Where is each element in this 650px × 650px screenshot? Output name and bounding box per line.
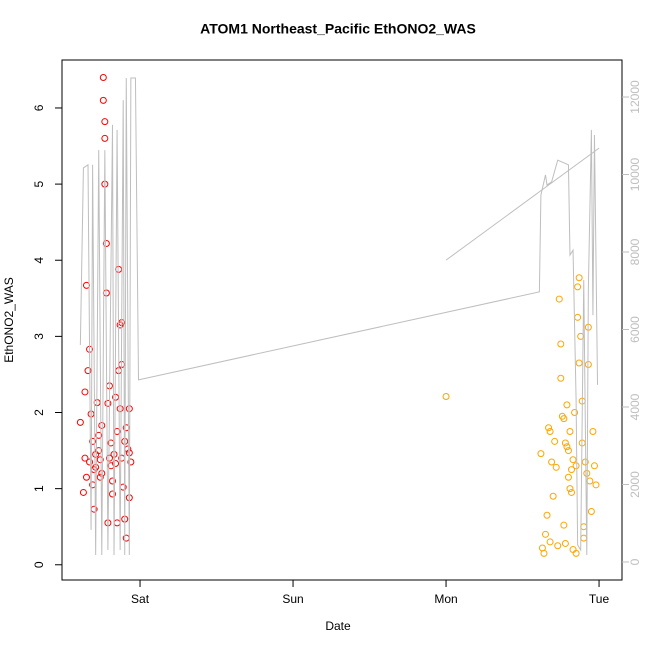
point bbox=[116, 405, 124, 413]
y-tick-label: 5 bbox=[32, 180, 46, 187]
point bbox=[569, 546, 577, 554]
y-tick-label: 2 bbox=[32, 409, 46, 416]
point bbox=[571, 409, 579, 417]
plot-box bbox=[61, 59, 623, 581]
y2-tick-label: 12000 bbox=[628, 80, 642, 114]
point bbox=[545, 424, 553, 432]
point bbox=[561, 439, 569, 447]
point bbox=[96, 456, 104, 464]
point bbox=[561, 539, 569, 547]
point bbox=[540, 549, 548, 557]
point bbox=[575, 274, 583, 282]
point bbox=[590, 462, 598, 470]
point bbox=[101, 134, 109, 142]
point bbox=[564, 473, 572, 481]
y2-tick-label: 10000 bbox=[628, 157, 642, 191]
point bbox=[574, 313, 582, 321]
point bbox=[560, 521, 568, 529]
point bbox=[587, 507, 595, 515]
x-tick-label: Sun bbox=[282, 592, 303, 606]
point bbox=[112, 460, 120, 468]
point bbox=[552, 463, 560, 471]
y2-tick-label: 4000 bbox=[628, 393, 642, 420]
point bbox=[549, 492, 557, 500]
point bbox=[568, 488, 576, 496]
point bbox=[122, 534, 130, 542]
point bbox=[543, 511, 551, 519]
point bbox=[551, 437, 559, 445]
point bbox=[541, 530, 549, 538]
point bbox=[586, 477, 594, 485]
line bbox=[79, 77, 600, 556]
point bbox=[92, 450, 100, 458]
chart-title: ATOM1 Northeast_Pacific EthONO2_WAS bbox=[200, 21, 476, 37]
point bbox=[566, 428, 574, 436]
y-tick-label: 6 bbox=[32, 104, 46, 111]
point bbox=[564, 447, 572, 455]
point bbox=[548, 458, 556, 466]
point bbox=[537, 450, 545, 458]
point bbox=[95, 447, 103, 455]
point bbox=[104, 399, 112, 407]
point bbox=[554, 542, 562, 550]
point bbox=[81, 454, 89, 462]
point bbox=[580, 534, 588, 542]
point bbox=[589, 428, 597, 436]
point bbox=[127, 458, 135, 466]
point bbox=[81, 388, 89, 396]
point bbox=[566, 485, 574, 493]
point bbox=[563, 401, 571, 409]
point bbox=[557, 340, 565, 348]
x-axis-label: Date bbox=[325, 619, 351, 633]
point bbox=[105, 454, 113, 462]
point bbox=[580, 523, 588, 531]
point bbox=[442, 393, 450, 401]
y-tick-label: 4 bbox=[32, 257, 46, 264]
point bbox=[560, 415, 568, 423]
y2-tick-label: 6000 bbox=[628, 316, 642, 343]
point bbox=[108, 490, 116, 498]
point bbox=[108, 477, 116, 485]
y-tick-label: 1 bbox=[32, 485, 46, 492]
point bbox=[98, 469, 106, 477]
point bbox=[572, 549, 580, 557]
point bbox=[546, 538, 554, 546]
point bbox=[546, 428, 554, 436]
point bbox=[102, 239, 110, 247]
point bbox=[557, 374, 565, 382]
y2-tick-label: 2000 bbox=[628, 471, 642, 498]
point bbox=[577, 332, 585, 340]
y-tick-label: 3 bbox=[32, 333, 46, 340]
point bbox=[572, 462, 580, 470]
x-tick-label: Sat bbox=[131, 592, 150, 606]
point bbox=[99, 74, 107, 82]
x-tick-label: Mon bbox=[434, 592, 457, 606]
point bbox=[96, 473, 104, 481]
point bbox=[95, 431, 103, 439]
point bbox=[592, 481, 600, 489]
point bbox=[101, 118, 109, 126]
point bbox=[575, 359, 583, 367]
point bbox=[82, 473, 90, 481]
point bbox=[79, 488, 87, 496]
y-axis-label: EthONO2_WAS bbox=[2, 277, 16, 363]
point bbox=[89, 437, 97, 445]
y-tick-label: 0 bbox=[32, 561, 46, 568]
x-tick-label: Tue bbox=[589, 592, 610, 606]
point bbox=[98, 421, 106, 429]
point bbox=[113, 519, 121, 527]
point bbox=[84, 367, 92, 375]
point bbox=[99, 96, 107, 104]
point bbox=[86, 458, 94, 466]
y2-tick-label: 8000 bbox=[628, 238, 642, 265]
point bbox=[76, 418, 84, 426]
point bbox=[568, 466, 576, 474]
point bbox=[574, 283, 582, 291]
y2-tick-label: 0 bbox=[628, 558, 642, 565]
point bbox=[555, 295, 563, 303]
point bbox=[569, 456, 577, 464]
point bbox=[563, 443, 571, 451]
